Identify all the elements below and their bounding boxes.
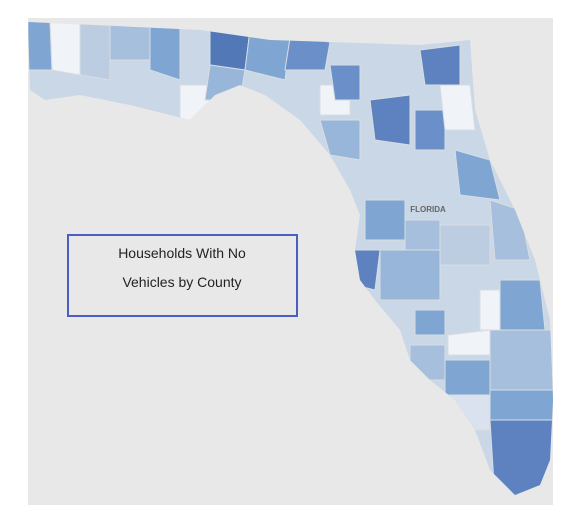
county <box>329 64 361 101</box>
county <box>319 119 361 161</box>
county <box>79 22 111 81</box>
county <box>404 219 441 251</box>
county <box>444 359 491 396</box>
county <box>489 419 553 495</box>
county <box>489 329 553 391</box>
state-label: FLORIDA <box>410 205 446 214</box>
county <box>414 109 446 151</box>
county <box>379 249 441 301</box>
county <box>447 329 491 356</box>
county <box>28 22 53 71</box>
county <box>439 84 476 131</box>
county <box>284 37 331 71</box>
county <box>369 94 411 146</box>
county <box>364 199 406 241</box>
county <box>414 309 446 336</box>
county <box>149 24 181 81</box>
county <box>499 279 546 331</box>
county <box>49 22 81 76</box>
legend-line: Vehicles by County <box>122 274 241 290</box>
county <box>419 44 461 86</box>
county <box>439 224 491 266</box>
county <box>489 389 553 421</box>
legend-box <box>67 234 298 317</box>
legend-line: Households With No <box>118 245 246 261</box>
county <box>454 149 501 201</box>
